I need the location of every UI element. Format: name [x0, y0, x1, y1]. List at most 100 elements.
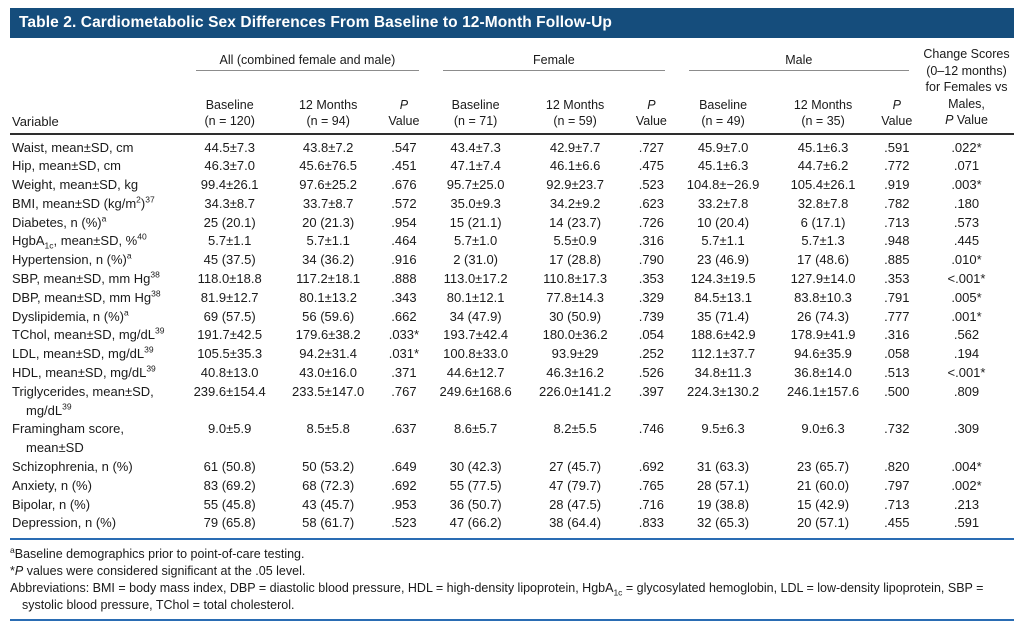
table-cell: .071 [953, 158, 980, 174]
table-cell: 17 (28.8) [549, 252, 602, 268]
row-variable-label: Schizophrenia, n (%) [12, 459, 133, 475]
table-cell: 27 (45.7) [549, 459, 602, 475]
table-cell: 35 (71.4) [697, 308, 750, 324]
table-cell: .716 [638, 496, 665, 512]
table-cell: .180 [953, 195, 980, 211]
table-cell: 33.7±8.7 [302, 195, 354, 211]
table-cell: 45.9±7.0 [697, 139, 749, 155]
table-cell: .954 [391, 214, 417, 230]
table-cell: .010* [951, 252, 982, 268]
column-header-female-12months: 12 Months (n = 59) [522, 71, 629, 135]
table-cell: 105.4±26.1 [790, 177, 856, 193]
table-cell: .765 [638, 477, 665, 493]
table-cell: 32.8±7.8 [797, 195, 849, 211]
table-cell: 5.7±1.1 [306, 233, 350, 249]
table-cell: 9.0±6.3 [801, 421, 845, 437]
table-cell: .562 [953, 327, 980, 343]
table-cell: .309 [953, 421, 980, 437]
table-row: Bipolar, n (%) 55 (45.8) 43 (45.7) .953 36 (… [10, 496, 1014, 515]
table-cell: 84.5±13.1 [694, 289, 752, 305]
table-cell: .005* [951, 289, 982, 305]
table-cell: 34.3±8.7 [204, 195, 255, 211]
row-variable-label: Framingham score, mean±SD [12, 421, 124, 456]
table-cell: 46.1±6.6 [549, 158, 601, 174]
table-cell: 9.0±5.9 [208, 421, 252, 437]
table-cell: .004* [951, 459, 982, 475]
table-footnotes: aBaseline demographics prior to point-of… [10, 545, 1014, 622]
table-cell: 80.1±13.2 [299, 289, 358, 305]
table-cell: 58 (61.7) [277, 514, 379, 541]
table-cell: .692 [638, 459, 665, 475]
table-cell: 5.7±1.1 [701, 233, 745, 249]
table-cell: 246.1±157.6 [786, 383, 860, 399]
table-cell: 31 (63.3) [697, 459, 750, 475]
footnote-baseline-demographics: aBaseline demographics prior to point-of… [10, 545, 305, 562]
row-variable-label: Bipolar, n (%) [12, 496, 91, 512]
table-cell: .797 [884, 477, 910, 493]
table-cell: 45.1±6.3 [697, 158, 749, 174]
table-cell: 45 (37.5) [203, 252, 256, 268]
table-cell: .513 [884, 365, 910, 381]
table-cell: 43.4±7.3 [450, 139, 501, 155]
row-variable-label: Anxiety, n (%) [12, 477, 92, 493]
table-cell: 32 (65.3) [674, 514, 772, 541]
table-cell: 99.4±26.1 [200, 177, 259, 193]
table-cell: .316 [638, 233, 665, 249]
column-header-all-pvalue: P Value [378, 71, 430, 135]
table-cell: 6 (17.1) [800, 214, 846, 230]
row-variable-label: Depression, n (%) [10, 514, 182, 541]
table-cell: .809 [953, 383, 980, 399]
table-cell: 94.6±35.9 [794, 346, 852, 362]
table-cell: 80.1±12.1 [446, 289, 505, 305]
row-variable-label: BMI, mean±SD (kg/m2)37 [12, 194, 155, 211]
table-cell: 105.5±35.3 [197, 346, 263, 362]
table-cell: .316 [884, 327, 910, 343]
table-cell: 117.2±18.1 [296, 271, 361, 287]
table-cell: 21 (60.0) [797, 477, 850, 493]
column-group-male-label: Male [688, 53, 909, 72]
table-cell: 45.6±76.5 [299, 158, 358, 174]
table-cell: 100.8±33.0 [443, 346, 509, 362]
table-cell: .739 [638, 308, 665, 324]
row-variable-label: HDL, mean±SD, mg/dL39 [12, 363, 156, 381]
column-header-male-pvalue: P Value [874, 71, 919, 135]
table-cell: 34 (47.9) [449, 308, 502, 324]
row-variable-label: Triglycerides, mean±SD, mg/dL39 [12, 383, 154, 418]
row-variable-label: Diabetes, n (%)a [12, 213, 107, 230]
table-cell: 180.0±36.2 [542, 327, 608, 343]
table-cell: 55 (45.8) [203, 496, 256, 512]
table-cell: 19 (38.8) [697, 496, 750, 512]
table-cell: .833 [628, 514, 675, 541]
row-variable-label: Weight, mean±SD, kg [12, 177, 139, 193]
table-cell: 179.6±38.2 [295, 327, 361, 343]
table-cell: .523 [378, 514, 430, 541]
table-cell: 44.5±7.3 [204, 139, 255, 155]
table-cell: .252 [638, 346, 665, 362]
table-title: Table 2. Cardiometabolic Sex Differences… [19, 14, 612, 31]
table-cell: 43.0±16.0 [299, 365, 358, 381]
table-cell: .676 [391, 177, 417, 193]
table-row: Anxiety, n (%) 83 (69.2) 68 (72.3) .692 55 (… [10, 477, 1014, 496]
table-cell: .475 [638, 158, 665, 174]
table-cell: 56 (59.6) [302, 308, 355, 324]
table-row: Hip, mean±SD, cm 46.3±7.0 45.6±76.5 .451 47.… [10, 157, 1014, 176]
table-cell: 83.8±10.3 [794, 289, 852, 305]
table-cell: 34.8±11.3 [694, 365, 752, 381]
table-cell: 5.7±1.1 [208, 233, 252, 249]
table-header: Variable All (combined female and male) … [10, 44, 1014, 135]
footnote-abbreviations: Abbreviations: BMI = body mass index, DB… [10, 580, 984, 612]
table-cell: .772 [884, 158, 910, 174]
table-cell: .782 [884, 195, 910, 211]
table-cell: 69 (57.5) [203, 308, 256, 324]
table-row: HDL, mean±SD, mg/dL39 40.8±13.0 43.0±16.0.… [10, 364, 1014, 383]
table-cell: 249.6±168.6 [439, 383, 512, 399]
table-cell: 5.7±1.3 [801, 233, 845, 249]
table-cell: 44.6±12.7 [446, 365, 505, 381]
table-cell: 8.2±5.5 [553, 421, 597, 437]
table-cell: .022* [951, 139, 982, 155]
table-row: Dyslipidemia, n (%)a 69 (57.5) 56 (59.6) .6… [10, 308, 1014, 327]
table-row: TChol, mean±SD, mg/dL39 191.7±42.5 179.6±3… [10, 326, 1014, 345]
table-cell: 47.1±7.4 [450, 158, 501, 174]
table-cell: 23 (65.7) [797, 459, 850, 475]
table-cell: 25 (20.1) [203, 214, 256, 230]
